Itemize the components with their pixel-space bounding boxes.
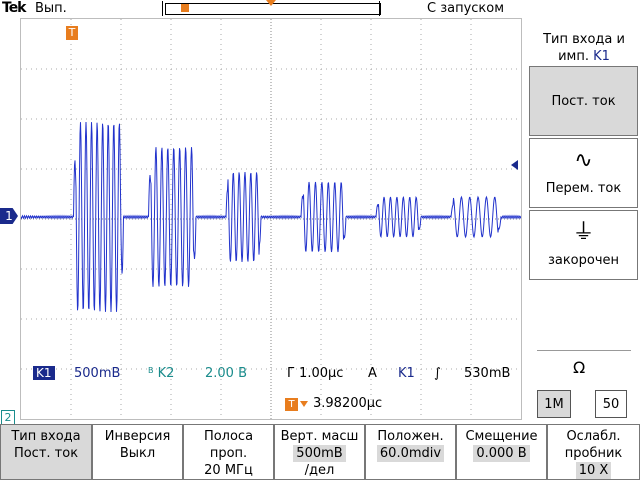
record-window-marker — [181, 4, 189, 12]
coupling-ground-button[interactable]: ⏚ закорочен — [529, 210, 638, 280]
side-menu-channel: K1 — [593, 49, 610, 64]
bottom-position-button[interactable]: Положен. 60.0mdiv — [365, 424, 456, 480]
record-bar-left-edge — [162, 1, 163, 16]
impedance-1m-option[interactable]: 1M — [537, 390, 571, 418]
coupling-ground-label: закорочен — [547, 253, 620, 268]
trigger-position-icon: T — [285, 398, 298, 411]
ch2-scale-readout: 2.00 B — [205, 366, 247, 381]
bottom-offset-button[interactable]: Смещение 0.000 B — [456, 424, 547, 480]
record-bar-right-edge — [379, 1, 380, 16]
ch2-readout-label: B K2 — [148, 366, 174, 381]
coupling-ac-button[interactable]: ∿ Перем. ток — [529, 138, 638, 208]
impedance-ohm-icon: Ω — [573, 358, 586, 377]
ch2-label: K2 — [157, 366, 175, 381]
side-menu-title: Тип входа и имп. K1 — [530, 31, 638, 65]
bottom-offset-title: Смещение — [465, 429, 538, 444]
bottom-offset-value: 0.000 B — [473, 445, 530, 462]
bottom-coupling-value: Пост. ток — [13, 446, 79, 461]
ac-wave-icon: ∿ — [574, 148, 593, 173]
bottom-bandwidth-button[interactable]: Полоса проп. 20 МГц — [183, 424, 274, 480]
bottom-vscale-value: 500mB — [293, 445, 346, 462]
ch1-trace-svg — [21, 121, 521, 313]
bottom-coupling-button[interactable]: Тип входа Пост. ток — [0, 424, 92, 480]
ch1-trace — [21, 121, 521, 313]
bandwidth-limit-icon: B — [148, 366, 154, 375]
brand-logo: Tek — [2, 0, 26, 16]
bottom-bandwidth-value: 20 МГц — [204, 463, 253, 478]
graticule — [20, 18, 522, 420]
bottom-invert-title: Инверсия — [104, 429, 171, 444]
ch2-marker[interactable]: 2 — [1, 410, 15, 425]
bottom-coupling-title: Тип входа — [11, 429, 81, 444]
side-menu-divider — [537, 350, 631, 351]
bottom-probe-title2: пробник — [564, 446, 623, 461]
trigger-level-readout: 530mB — [464, 366, 511, 381]
trigger-type-readout: A — [368, 366, 377, 381]
bottom-vscale-title: Верт. масш — [280, 429, 359, 444]
timebase-readout: Г 1.00μc — [287, 366, 344, 381]
ch1-scale-readout: 500mB — [74, 366, 121, 381]
bottom-probe-attenuation-button[interactable]: Ослабл. пробник 10 X — [547, 424, 640, 480]
trigger-source-readout: K1 — [398, 366, 415, 381]
acquisition-status: Вып. — [35, 1, 67, 16]
impedance-50-option[interactable]: 50 — [595, 390, 627, 418]
ground-icon: ⏚ — [572, 220, 595, 245]
trigger-position-readout: 3.98200μc — [313, 396, 383, 411]
coupling-dc-button[interactable]: Пост. ток — [529, 66, 638, 136]
side-menu-title-line2: имп. K1 — [558, 49, 610, 64]
bottom-position-value: 60.0mdiv — [376, 445, 445, 462]
coupling-ac-label: Перем. ток — [545, 181, 622, 196]
bottom-probe-value: 10 X — [575, 462, 612, 479]
bottom-bandwidth-title2: проп. — [209, 446, 248, 461]
bottom-invert-button[interactable]: Инверсия Выкл — [92, 424, 183, 480]
bottom-position-title: Положен. — [377, 429, 444, 444]
coupling-dc-label: Пост. ток — [551, 94, 616, 109]
trigger-mode-status: С запуском — [427, 1, 505, 16]
bottom-vscale-unit: /дел — [304, 463, 335, 478]
ch1-readout-label: K1 — [33, 366, 55, 380]
bottom-probe-title: Ослабл. — [566, 429, 621, 444]
ch1-ground-marker[interactable]: 1 — [0, 208, 18, 224]
trigger-position-arrow-icon — [300, 401, 308, 407]
trigger-level-marker-icon[interactable] — [511, 160, 518, 170]
bottom-invert-value: Выкл — [119, 446, 156, 461]
trigger-position-triangle-icon — [266, 0, 276, 6]
side-menu-title-line1: Тип входа и — [543, 32, 625, 47]
trigger-slope-icon: ∫ — [434, 366, 441, 381]
bottom-bandwidth-title: Полоса — [203, 429, 254, 444]
trigger-point-marker: T — [66, 26, 78, 40]
bottom-vertical-scale-button[interactable]: Верт. масш 500mB /дел — [274, 424, 365, 480]
